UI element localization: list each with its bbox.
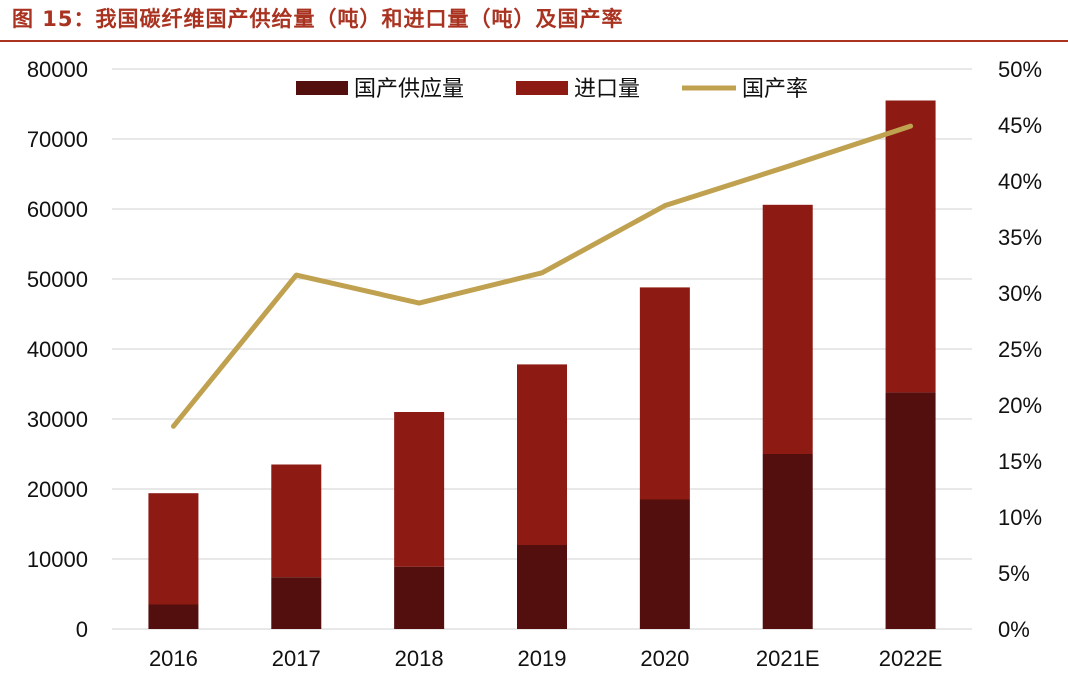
chart-title: 图 15：我国碳纤维国产供给量（吨）和进口量（吨）及国产率 bbox=[12, 7, 624, 31]
left-axis-tick-label: 80000 bbox=[27, 57, 88, 82]
bar-import bbox=[885, 100, 936, 393]
x-axis-tick-label: 2021E bbox=[756, 646, 820, 671]
left-axis-tick-label: 10000 bbox=[27, 547, 88, 572]
left-axis-tick-label: 40000 bbox=[27, 337, 88, 362]
right-axis-tick-label: 5% bbox=[998, 561, 1030, 586]
bar-domestic-supply bbox=[639, 499, 690, 629]
x-axis-tick-label: 2017 bbox=[272, 646, 321, 671]
right-axis-tick-label: 25% bbox=[998, 337, 1042, 362]
bar-import bbox=[148, 493, 199, 605]
right-axis-tick-label: 0% bbox=[998, 617, 1030, 642]
left-axis-tick-label: 70000 bbox=[27, 127, 88, 152]
x-axis-tick-label: 2020 bbox=[640, 646, 689, 671]
x-axis-tick-label: 2016 bbox=[149, 646, 198, 671]
right-axis-ticks: 0% 5% 10% 15% 20% 25% 30% 35% 40% 45% 50% bbox=[998, 57, 1042, 642]
legend-label-import: 进口量 bbox=[574, 77, 640, 102]
bar-import bbox=[639, 287, 690, 500]
rate-line-layer bbox=[170, 123, 914, 429]
legend-swatch-domestic bbox=[296, 81, 348, 95]
x-axis-ticks: 2016 2017 2018 2019 2020 2021E 2022E bbox=[149, 646, 942, 671]
bars bbox=[148, 100, 936, 629]
legend-swatch-import bbox=[516, 81, 568, 95]
right-axis-tick-label: 20% bbox=[998, 393, 1042, 418]
right-axis-tick-label: 50% bbox=[998, 57, 1042, 82]
right-axis-tick-label: 35% bbox=[998, 225, 1042, 250]
bar-import bbox=[762, 204, 813, 454]
bar-domestic-supply bbox=[762, 454, 813, 629]
x-axis-tick-label: 2018 bbox=[395, 646, 444, 671]
left-axis-ticks: 0 10000 20000 30000 40000 50000 60000 70000 8000… bbox=[27, 57, 88, 642]
left-axis-tick-label: 30000 bbox=[27, 407, 88, 432]
legend-label-domestic: 国产供应量 bbox=[354, 77, 464, 102]
bar-domestic-supply bbox=[517, 545, 567, 629]
left-axis-tick-label: 60000 bbox=[27, 197, 88, 222]
bar-domestic-supply bbox=[885, 392, 936, 629]
bar-domestic-supply bbox=[148, 604, 199, 629]
right-axis-tick-label: 45% bbox=[998, 113, 1042, 138]
right-axis-tick-label: 10% bbox=[998, 505, 1042, 530]
left-axis-tick-label: 0 bbox=[76, 617, 88, 642]
right-axis-tick-label: 30% bbox=[998, 281, 1042, 306]
x-axis-tick-label: 2019 bbox=[518, 646, 567, 671]
right-axis-tick-label: 15% bbox=[998, 449, 1042, 474]
bar-import bbox=[517, 364, 567, 545]
legend-label-rate: 国产率 bbox=[742, 77, 808, 102]
left-axis-tick-label: 20000 bbox=[27, 477, 88, 502]
bar-import bbox=[271, 464, 322, 578]
gridlines bbox=[112, 68, 972, 630]
bar-domestic-supply bbox=[394, 566, 445, 629]
title-rule bbox=[0, 40, 1068, 42]
legend: 国产供应量 进口量 国产率 bbox=[296, 77, 808, 102]
x-axis-tick-label: 2022E bbox=[879, 646, 943, 671]
right-axis-tick-label: 40% bbox=[998, 169, 1042, 194]
bar-import bbox=[394, 412, 445, 567]
left-axis-tick-label: 50000 bbox=[27, 267, 88, 292]
bar-domestic-supply bbox=[271, 577, 322, 629]
